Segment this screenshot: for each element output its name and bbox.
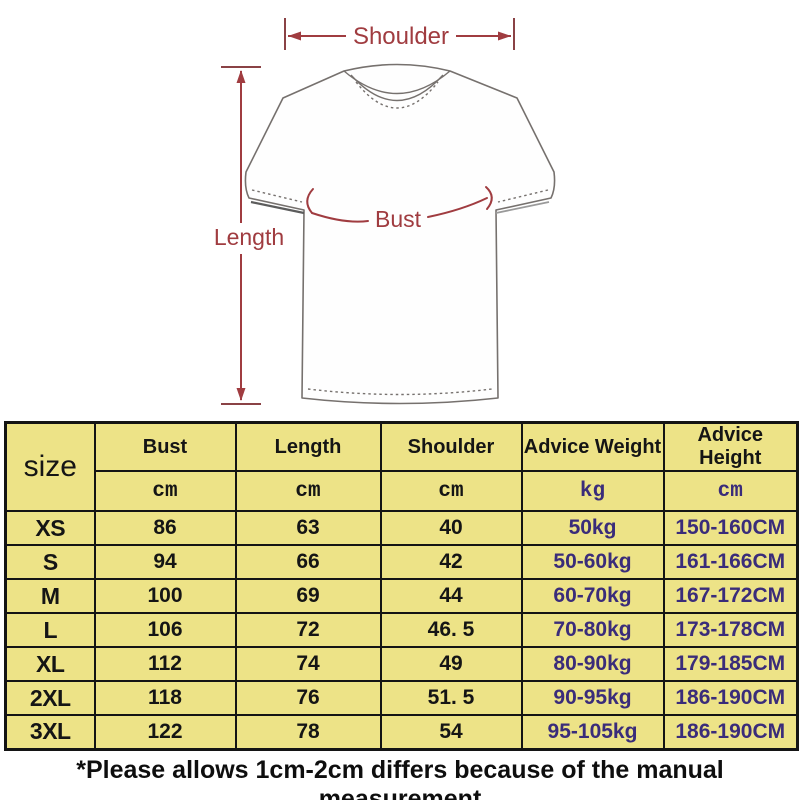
shoulder-cell: 46. 5	[379, 612, 523, 648]
size-label-cell: XL	[4, 646, 96, 682]
length-cell: 69	[234, 578, 382, 614]
length-cell: 76	[234, 680, 382, 716]
advice-height-cell: 161-166CM	[662, 544, 799, 580]
bust-cell: 118	[93, 680, 237, 716]
size-table: size Bust Length Shoulder Advice Weight …	[4, 421, 799, 751]
table-row-2xl: 2XL 118 76 51. 5 90-95kg 186-190CM	[4, 680, 799, 716]
bust-cell: 106	[93, 612, 237, 648]
shoulder-cell: 54	[379, 714, 523, 750]
shoulder-cell: 42	[379, 544, 523, 580]
table-row-m: M 100 69 44 60-70kg 167-172CM	[4, 578, 799, 614]
advice-height-cell: 173-178CM	[662, 612, 799, 648]
bust-cell: 112	[93, 646, 237, 682]
length-cell: 72	[234, 612, 382, 648]
advice-height-cell: 167-172CM	[662, 578, 799, 614]
unit-cell-height: cm	[662, 470, 799, 512]
column-header-bust: Bust	[93, 421, 237, 472]
length-measure-arrow	[221, 66, 261, 405]
length-cell: 63	[234, 510, 382, 546]
unit-cell-weight: kg	[520, 470, 665, 512]
bust-cell: 86	[93, 510, 237, 546]
size-label-cell: XS	[4, 510, 96, 546]
bust-label: Bust	[375, 206, 422, 232]
advice-weight-cell: 90-95kg	[520, 680, 665, 716]
table-row-s: S 94 66 42 50-60kg 161-166CM	[4, 544, 799, 580]
bust-cell: 94	[93, 544, 237, 580]
unit-cell-shoulder: cm	[379, 470, 523, 512]
size-label-cell: S	[4, 544, 96, 580]
shoulder-measure-arrow	[284, 18, 515, 50]
table-row-3xl: 3XL 122 78 54 95-105kg 186-190CM	[4, 714, 799, 750]
column-header-length: Length	[234, 421, 382, 472]
advice-height-cell: 186-190CM	[662, 714, 799, 750]
advice-weight-cell: 95-105kg	[520, 714, 665, 750]
shoulder-cell: 40	[379, 510, 523, 546]
shoulder-cell: 51. 5	[379, 680, 523, 716]
tshirt-measurement-diagram: Shoulder Length Bust	[214, 18, 556, 405]
table-row-xl: XL 112 74 49 80-90kg 179-185CM	[4, 646, 799, 682]
column-header-advice-height: Advice Height	[662, 421, 799, 472]
shoulder-cell: 44	[379, 578, 523, 614]
column-header-shoulder: Shoulder	[379, 421, 523, 472]
shoulder-cell: 49	[379, 646, 523, 682]
advice-height-cell: 186-190CM	[662, 680, 799, 716]
tshirt-outline	[244, 63, 556, 405]
advice-height-cell: 150-160CM	[662, 510, 799, 546]
advice-weight-cell: 80-90kg	[520, 646, 665, 682]
collar-band	[343, 70, 451, 109]
advice-weight-cell: 70-80kg	[520, 612, 665, 648]
header-row: size Bust Length Shoulder Advice Weight …	[4, 421, 799, 512]
size-label-cell: L	[4, 612, 96, 648]
length-cell: 78	[234, 714, 382, 750]
advice-weight-cell: 60-70kg	[520, 578, 665, 614]
bust-measure-line	[306, 186, 493, 223]
bust-cell: 122	[93, 714, 237, 750]
size-label-cell: 3XL	[4, 714, 96, 750]
table-row-l: L 106 72 46. 5 70-80kg 173-178CM	[4, 612, 799, 648]
sleeve-hems	[250, 189, 550, 215]
measurement-disclaimer: *Please allows 1cm-2cm differs because o…	[76, 756, 724, 800]
advice-weight-cell: 50kg	[520, 510, 665, 546]
size-label-cell: M	[4, 578, 96, 614]
advice-height-cell: 179-185CM	[662, 646, 799, 682]
column-header-advice-weight: Advice Weight	[520, 421, 665, 472]
length-cell: 74	[234, 646, 382, 682]
table-row-xs: XS 86 63 40 50kg 150-160CM	[4, 510, 799, 546]
size-label-cell: 2XL	[4, 680, 96, 716]
length-label: Length	[214, 224, 284, 250]
unit-cell-bust: cm	[93, 470, 237, 512]
advice-weight-cell: 50-60kg	[520, 544, 665, 580]
column-header-size: size	[4, 421, 96, 512]
unit-cell-length: cm	[234, 470, 382, 512]
length-cell: 66	[234, 544, 382, 580]
bust-cell: 100	[93, 578, 237, 614]
units-row: cm cm cm kg cm	[6, 470, 799, 512]
shoulder-label: Shoulder	[353, 23, 449, 50]
